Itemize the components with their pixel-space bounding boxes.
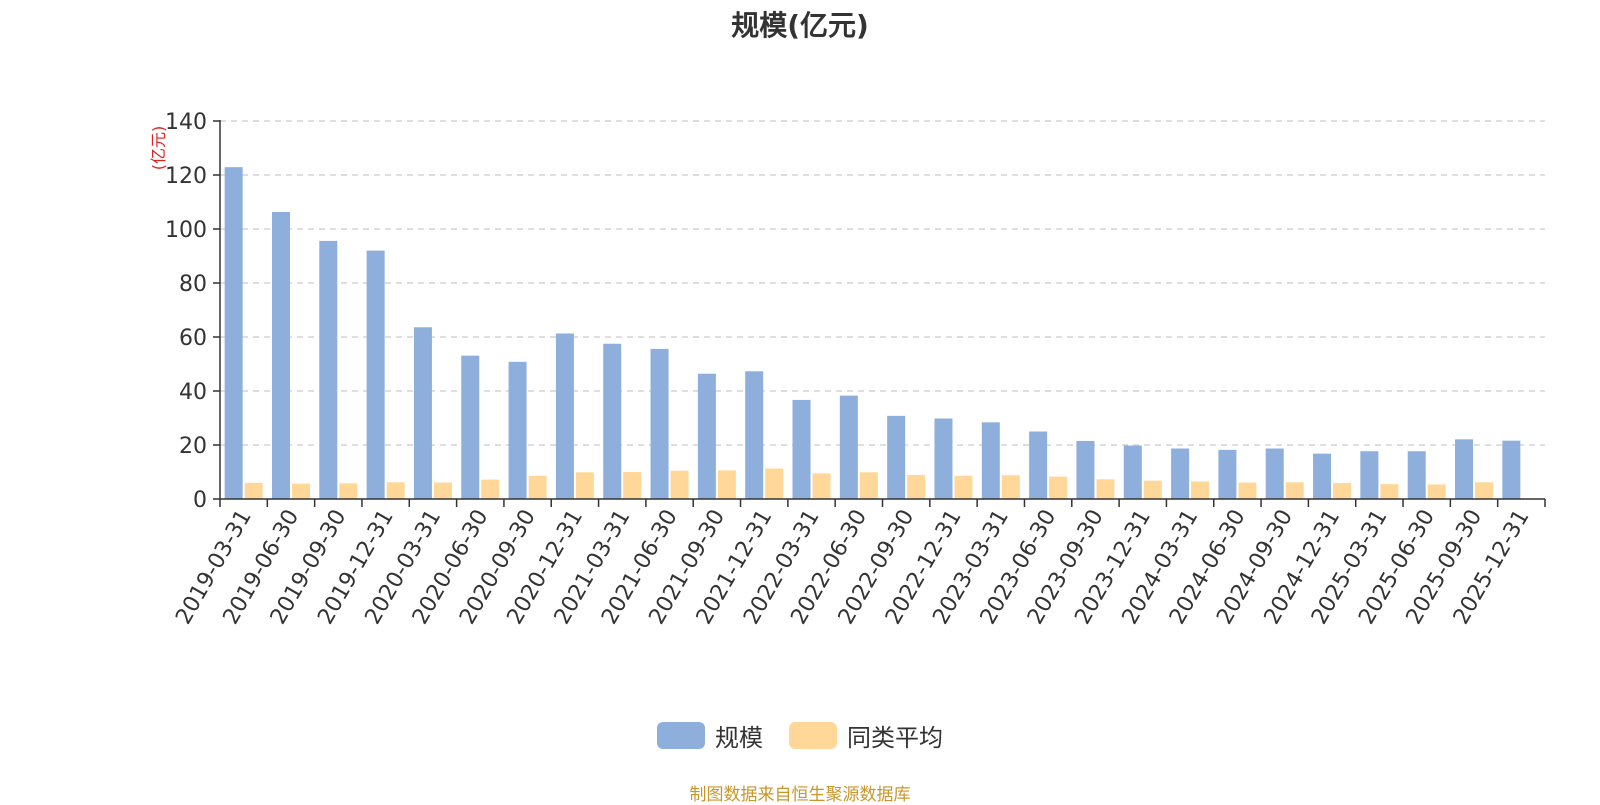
bar-scale-2025-09-30: [1455, 439, 1474, 499]
bar-peer-average-2019-12-31: [386, 482, 405, 499]
bar-scale-2023-06-30: [1029, 431, 1048, 499]
bar-peer-average-2020-03-31: [433, 482, 452, 499]
bar-peer-average-2024-09-30: [1285, 482, 1304, 499]
legend-item-peer-average[interactable]: 同类平均: [789, 718, 943, 753]
bar-scale-2025-06-30: [1407, 451, 1426, 499]
legend-swatch-scale: [657, 722, 705, 749]
bar-scale-2020-09-30: [508, 361, 527, 499]
bar-scale-2023-03-31: [981, 422, 1000, 499]
legend-label-scale: 规模: [715, 724, 763, 752]
bar-peer-average-2021-09-30: [717, 470, 736, 499]
bar-scale-2025-12-31: [1502, 440, 1521, 499]
bar-peer-average-2019-09-30: [339, 483, 358, 499]
y-tick-label-40: 40: [179, 380, 207, 405]
bar-scale-2025-03-31: [1360, 451, 1379, 499]
bar-peer-average-2022-03-31: [812, 473, 831, 499]
bar-scale-2019-12-31: [366, 250, 385, 499]
y-tick-label-140: 140: [165, 110, 207, 135]
bar-peer-average-2020-06-30: [481, 479, 500, 499]
y-tick-label-80: 80: [179, 272, 207, 297]
bar-scale-2022-06-30: [839, 395, 858, 499]
bar-peer-average-2022-06-30: [859, 472, 878, 499]
bar-scale-2019-03-31: [224, 167, 243, 500]
y-tick-label-0: 0: [193, 488, 207, 513]
chart-title: 规模(亿元): [731, 9, 869, 42]
y-tick-label-20: 20: [179, 434, 207, 459]
bar-peer-average-2021-06-30: [670, 470, 689, 499]
bar-scale-2022-12-31: [934, 418, 953, 499]
bar-peer-average-2024-12-31: [1333, 483, 1352, 499]
y-axis-label: (亿元): [149, 126, 168, 171]
bar-scale-2019-06-30: [271, 211, 290, 500]
bar-scale-2020-03-31: [413, 327, 432, 499]
legend-label-peer-average: 同类平均: [847, 724, 943, 752]
source-note: 制图数据来自恒生聚源数据库: [689, 785, 911, 805]
bar-peer-average-2025-06-30: [1427, 484, 1446, 499]
bar-scale-2019-09-30: [319, 240, 338, 499]
legend-swatch-peer-average: [789, 722, 837, 749]
bar-scale-2021-06-30: [650, 348, 669, 499]
bar-peer-average-2023-09-30: [1096, 479, 1115, 499]
bar-peer-average-2023-06-30: [1049, 476, 1068, 499]
bar-scale-2022-03-31: [792, 399, 811, 499]
bar-scale-2023-09-30: [1076, 440, 1095, 499]
bar-peer-average-2021-03-31: [623, 472, 642, 499]
bar-scale-2024-12-31: [1313, 453, 1332, 499]
bar-peer-average-2019-03-31: [244, 482, 263, 499]
bar-scale-2020-06-30: [461, 355, 480, 499]
y-tick-label-100: 100: [165, 218, 207, 243]
bar-peer-average-2024-03-31: [1191, 481, 1210, 499]
bar-scale-2024-09-30: [1265, 448, 1284, 499]
y-tick-label-120: 120: [165, 164, 207, 189]
bar-scale-2023-12-31: [1123, 445, 1142, 499]
y-tick-label-60: 60: [179, 326, 207, 351]
bar-peer-average-2025-09-30: [1475, 482, 1494, 499]
bar-peer-average-2021-12-31: [765, 468, 784, 499]
bar-peer-average-2023-12-31: [1143, 480, 1162, 499]
bar-scale-2024-03-31: [1171, 448, 1190, 499]
bar-peer-average-2019-06-30: [291, 483, 310, 499]
legend: 规模 同类平均: [0, 718, 1600, 753]
bar-peer-average-2020-12-31: [575, 472, 594, 499]
legend-item-scale[interactable]: 规模: [657, 718, 763, 753]
bar-peer-average-2022-12-31: [954, 475, 973, 499]
bar-peer-average-2020-09-30: [528, 475, 547, 499]
bar-scale-2022-09-30: [887, 415, 906, 499]
bar-scale-2024-06-30: [1218, 449, 1237, 499]
bar-peer-average-2022-09-30: [907, 474, 926, 499]
bar-scale-2020-12-31: [555, 333, 574, 499]
bar-peer-average-2024-06-30: [1238, 482, 1257, 499]
bar-scale-2021-09-30: [697, 373, 716, 499]
bar-peer-average-2023-03-31: [1001, 475, 1020, 499]
bar-scale-2021-03-31: [603, 343, 622, 499]
bar-scale-2021-12-31: [745, 371, 764, 499]
bar-peer-average-2025-03-31: [1380, 484, 1399, 499]
